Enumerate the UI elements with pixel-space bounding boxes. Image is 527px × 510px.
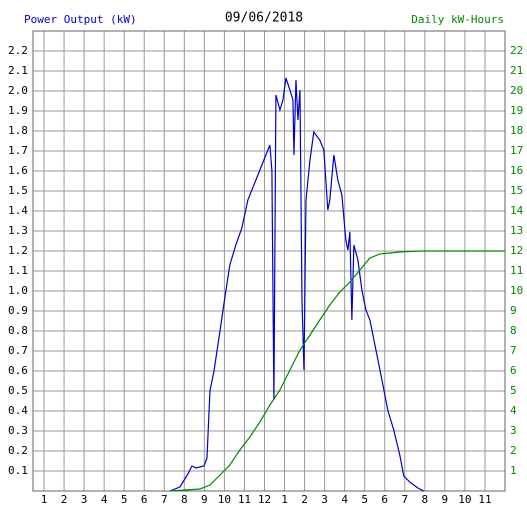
y2-tick-label: 17 [510, 144, 523, 157]
x-tick-label: 5 [121, 493, 128, 506]
data-line [169, 250, 505, 492]
plot-border [32, 30, 506, 492]
y2-tick-label: 6 [510, 364, 517, 377]
x-tick-label: 3 [321, 493, 328, 506]
data-line [169, 77, 425, 492]
x-tick-label: 6 [381, 493, 388, 506]
y-tick-label: 1.0 [8, 284, 28, 297]
y-tick-label: 1.6 [8, 164, 28, 177]
y-tick-label: 2.2 [8, 44, 28, 57]
y-tick-label: 0.7 [8, 344, 28, 357]
y-tick-label: 1.2 [8, 244, 28, 257]
y-tick-label: 1.7 [8, 144, 28, 157]
y2-tick-label: 3 [510, 424, 517, 437]
x-tick-label: 2 [61, 493, 68, 506]
chart-title: 09/06/2018 [225, 11, 303, 26]
y2-tick-label: 9 [510, 304, 517, 317]
y-tick-label: 0.9 [8, 304, 28, 317]
x-tick-label: 1 [41, 493, 48, 506]
y2-tick-label: 22 [510, 44, 523, 57]
y-tick-label: 1.9 [8, 104, 28, 117]
x-tick-label: 10 [218, 493, 231, 506]
x-tick-label: 6 [141, 493, 148, 506]
x-tick-label: 12 [258, 493, 271, 506]
y-tick-label: 0.3 [8, 424, 28, 437]
y2-tick-label: 8 [510, 324, 517, 337]
y-tick-label: 0.2 [8, 444, 28, 457]
y2-tick-label: 2 [510, 444, 517, 457]
y2-tick-label: 16 [510, 164, 523, 177]
x-tick-label: 10 [458, 493, 471, 506]
x-tick-label: 2 [301, 493, 308, 506]
x-tick-label: 11 [238, 493, 251, 506]
x-tick-label: 7 [161, 493, 168, 506]
y2-tick-label: 20 [510, 84, 523, 97]
y2-tick-label: 10 [510, 284, 523, 297]
y-tick-label: 1.8 [8, 124, 28, 137]
y2-axis-label: Daily kW-Hours [411, 13, 504, 26]
y2-tick-label: 11 [510, 264, 523, 277]
y-tick-label: 0.5 [8, 384, 28, 397]
y-tick-label: 1.1 [8, 264, 28, 277]
y2-tick-label: 21 [510, 64, 523, 77]
y2-tick-label: 19 [510, 104, 523, 117]
y-tick-label: 1.3 [8, 224, 28, 237]
y-tick-label: 0.4 [8, 404, 28, 417]
y-tick-label: 0.8 [8, 324, 28, 337]
y-tick-label: 1.5 [8, 184, 28, 197]
y-axis-label: Power Output (kW) [24, 13, 137, 26]
y2-tick-label: 18 [510, 124, 523, 137]
x-tick-label: 11 [478, 493, 491, 506]
y-tick-label: 0.6 [8, 364, 28, 377]
y2-tick-label: 7 [510, 344, 517, 357]
x-tick-label: 9 [201, 493, 208, 506]
x-tick-label: 4 [101, 493, 108, 506]
x-tick-label: 3 [81, 493, 88, 506]
y2-tick-label: 12 [510, 244, 523, 257]
x-tick-label: 9 [442, 493, 449, 506]
y2-tick-label: 15 [510, 184, 523, 197]
y2-tick-label: 4 [510, 404, 517, 417]
y2-tick-label: 13 [510, 224, 523, 237]
y2-tick-label: 14 [510, 204, 524, 217]
x-tick-label: 1 [281, 493, 288, 506]
y-tick-label: 1.4 [8, 204, 28, 217]
x-tick-label: 7 [401, 493, 408, 506]
y-tick-label: 2.1 [8, 64, 28, 77]
x-tick-label: 8 [422, 493, 429, 506]
x-tick-label: 4 [341, 493, 348, 506]
x-tick-label: 8 [181, 493, 188, 506]
y-tick-label: 2.0 [8, 84, 28, 97]
y-tick-label: 0.1 [8, 464, 28, 477]
y2-tick-label: 5 [510, 384, 517, 397]
y2-tick-label: 1 [510, 464, 517, 477]
x-tick-label: 5 [361, 493, 368, 506]
